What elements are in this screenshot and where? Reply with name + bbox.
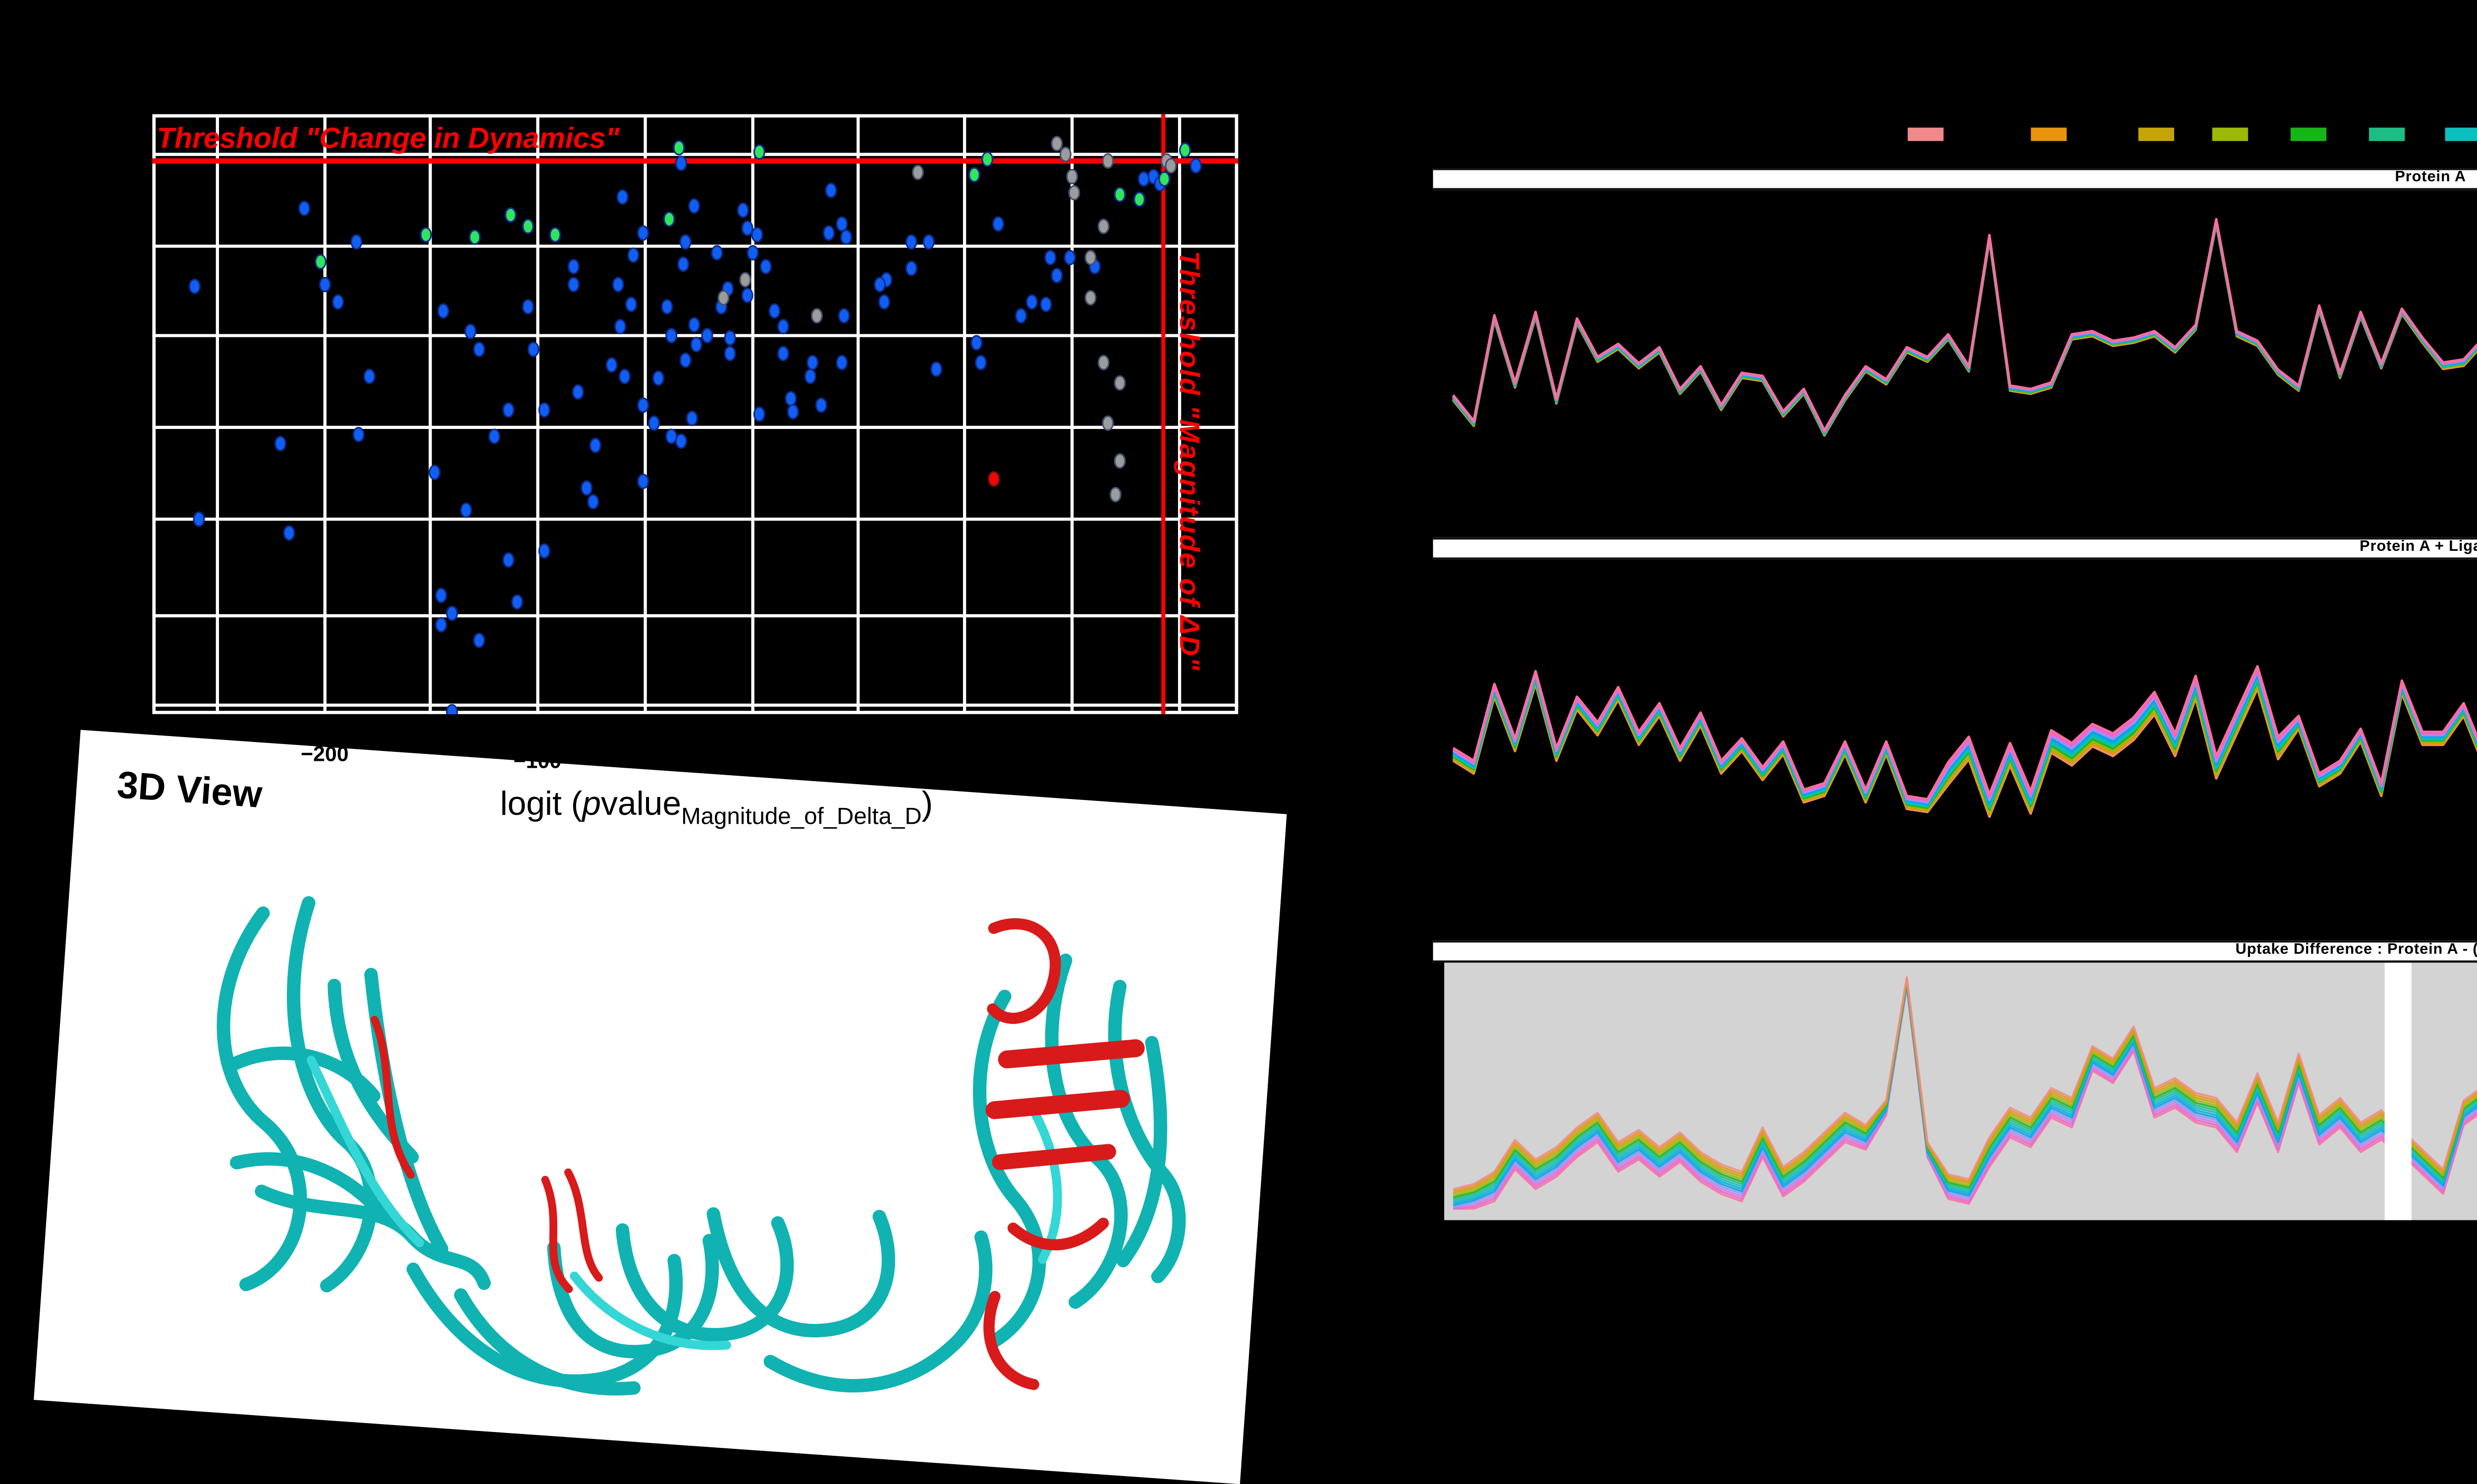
chart-uptake-difference[interactable]	[1433, 958, 2477, 1222]
x-axis-label-subscript: Magnitude_of_Delta_D	[681, 803, 922, 831]
x-axis-label-mid: value	[600, 786, 682, 824]
threshold-dynamics-label: Threshold "Change in Dynamics"	[157, 121, 620, 155]
x-tick-minus100: −100	[513, 750, 562, 775]
protein-red-segments	[371, 918, 1145, 1390]
x-axis-label-p: p	[582, 786, 601, 824]
chart3-title-bar: Uptake Difference : Protein A - (Protein…	[1433, 940, 2477, 962]
chart1-title: Protein A	[2395, 170, 2466, 186]
legend-swatch-5[interactable]	[2290, 127, 2327, 140]
chart2-title-bar: Protein A + Ligand	[1433, 537, 2477, 559]
volcano-scatter-canvas[interactable]	[152, 114, 1238, 714]
volcano-plot[interactable]	[152, 114, 1238, 714]
legend-swatch-6[interactable]	[2369, 127, 2405, 140]
legend-swatch-4[interactable]	[2212, 127, 2248, 140]
legend-swatch-3[interactable]	[2138, 127, 2174, 140]
threshold-magnitude-label: Threshold "Magnitude of ΔD"	[1173, 251, 1205, 672]
3d-view-title: 3D View	[115, 764, 264, 817]
protein-structure[interactable]	[90, 841, 1257, 1478]
chart3-title: Uptake Difference : Protein A - (Protein…	[2235, 942, 2477, 958]
chart-protein-a-ligand[interactable]	[1433, 557, 2477, 898]
x-tick-minus200: −200	[300, 743, 349, 768]
volcano-x-axis-label: logit (pvalueMagnitude_of_Delta_D)	[426, 786, 1008, 830]
legend-swatch-7[interactable]	[2445, 127, 2477, 140]
chart2-title: Protein A + Ligand	[2360, 539, 2477, 555]
legend-swatch-1[interactable]	[1907, 127, 1944, 140]
3d-view-panel[interactable]: 3D View	[34, 730, 1287, 1484]
dashboard: Threshold "Change in Dynamics" Threshold…	[34, 114, 2477, 1484]
chart-protein-a[interactable]	[1433, 188, 2477, 531]
x-axis-label-suffix: )	[921, 786, 933, 824]
x-axis-label-prefix: logit (	[500, 786, 583, 824]
chart1-title-bar: Protein A	[1433, 167, 2477, 189]
legend-swatch-2[interactable]	[2031, 127, 2067, 140]
